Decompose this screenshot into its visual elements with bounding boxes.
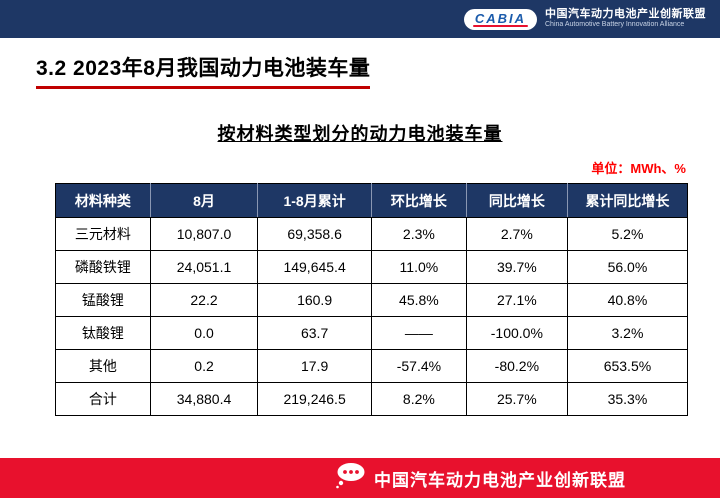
table-row: 钛酸锂 0.0 63.7 —— -100.0% 3.2% <box>55 316 689 350</box>
cell-august: 0.2 <box>149 349 259 383</box>
org-name-cn: 中国汽车动力电池产业创新联盟 <box>545 8 706 21</box>
org-name-en: China Automotive Battery Innovation Alli… <box>545 21 685 29</box>
table-header-row: 材料种类 8月 1-8月累计 环比增长 同比增长 累计同比增长 <box>55 183 689 218</box>
cell-mom: 45.8% <box>370 283 467 317</box>
cell-cum-yoy: 35.3% <box>566 382 689 416</box>
cell-mom: 2.3% <box>370 217 467 251</box>
cell-yoy: -80.2% <box>465 349 568 383</box>
cell-yoy: 2.7% <box>465 217 568 251</box>
cell-yoy: 27.1% <box>465 283 568 317</box>
cell-material: 锰酸锂 <box>55 283 151 317</box>
table-row: 锰酸锂 22.2 160.9 45.8% 27.1% 40.8% <box>55 283 689 317</box>
cell-material: 合计 <box>55 382 151 416</box>
cell-material: 钛酸锂 <box>55 316 151 350</box>
cabia-logo: CABIA <box>463 8 537 30</box>
top-bar: CABIA 中国汽车动力电池产业创新联盟 China Automotive Ba… <box>0 0 720 38</box>
cell-mom: —— <box>370 316 467 350</box>
cell-cum-yoy: 56.0% <box>566 250 689 284</box>
cell-august: 24,051.1 <box>149 250 259 284</box>
cell-mom: 11.0% <box>370 250 467 284</box>
cell-mom: -57.4% <box>370 349 467 383</box>
cell-yoy: 25.7% <box>465 382 568 416</box>
footer-org-name: 中国汽车动力电池产业创新联盟 <box>374 470 626 490</box>
table-row: 磷酸铁锂 24,051.1 149,645.4 11.0% 39.7% 56.0… <box>55 250 689 284</box>
cell-august: 22.2 <box>149 283 259 317</box>
header-cumulative-yoy-growth: 累计同比增长 <box>566 183 689 218</box>
cell-cum-yoy: 40.8% <box>566 283 689 317</box>
battery-install-table: 材料种类 8月 1-8月累计 环比增长 同比增长 累计同比增长 三元材料 10,… <box>55 183 689 416</box>
cell-yoy: 39.7% <box>465 250 568 284</box>
unit-label: 单位：MWh、% <box>591 161 686 176</box>
cell-material: 磷酸铁锂 <box>55 250 151 284</box>
table-subtitle: 按材料类型划分的动力电池装车量 <box>217 124 503 144</box>
cell-cumulative: 63.7 <box>257 316 372 350</box>
cell-cumulative: 17.9 <box>257 349 372 383</box>
org-name-block: 中国汽车动力电池产业创新联盟 China Automotive Battery … <box>545 8 706 30</box>
header-august: 8月 <box>149 183 259 218</box>
cell-cum-yoy: 3.2% <box>566 316 689 350</box>
cell-august: 10,807.0 <box>149 217 259 251</box>
cell-cum-yoy: 653.5% <box>566 349 689 383</box>
table-row: 其他 0.2 17.9 -57.4% -80.2% 653.5% <box>55 349 689 383</box>
cell-cumulative: 69,358.6 <box>257 217 372 251</box>
cell-cumulative: 219,246.5 <box>257 382 372 416</box>
header-yoy-growth: 同比增长 <box>465 183 568 218</box>
cell-august: 34,880.4 <box>149 382 259 416</box>
table-container: 材料种类 8月 1-8月累计 环比增长 同比增长 累计同比增长 三元材料 10,… <box>55 183 689 416</box>
cell-material: 三元材料 <box>55 217 151 251</box>
cell-cum-yoy: 5.2% <box>566 217 689 251</box>
cell-yoy: -100.0% <box>465 316 568 350</box>
subtitle-wrap: 按材料类型划分的动力电池装车量 <box>0 120 720 146</box>
footer-logo-icon <box>334 462 366 494</box>
page-title: 3.2 2023年8月我国动力电池装车量 <box>36 52 371 89</box>
cell-mom: 8.2% <box>370 382 467 416</box>
header-mom-growth: 环比增长 <box>370 183 467 218</box>
table-row-total: 合计 34,880.4 219,246.5 8.2% 25.7% 35.3% <box>55 382 689 416</box>
footer-bar: 中国汽车动力电池产业创新联盟 <box>0 458 720 498</box>
table-row: 三元材料 10,807.0 69,358.6 2.3% 2.7% 5.2% <box>55 217 689 251</box>
cell-cumulative: 149,645.4 <box>257 250 372 284</box>
footer-inner: 中国汽车动力电池产业创新联盟 <box>334 462 626 494</box>
header-material-type: 材料种类 <box>55 183 151 218</box>
cell-material: 其他 <box>55 349 151 383</box>
cell-cumulative: 160.9 <box>257 283 372 317</box>
header-jan-aug-cumulative: 1-8月累计 <box>257 183 372 218</box>
cell-august: 0.0 <box>149 316 259 350</box>
